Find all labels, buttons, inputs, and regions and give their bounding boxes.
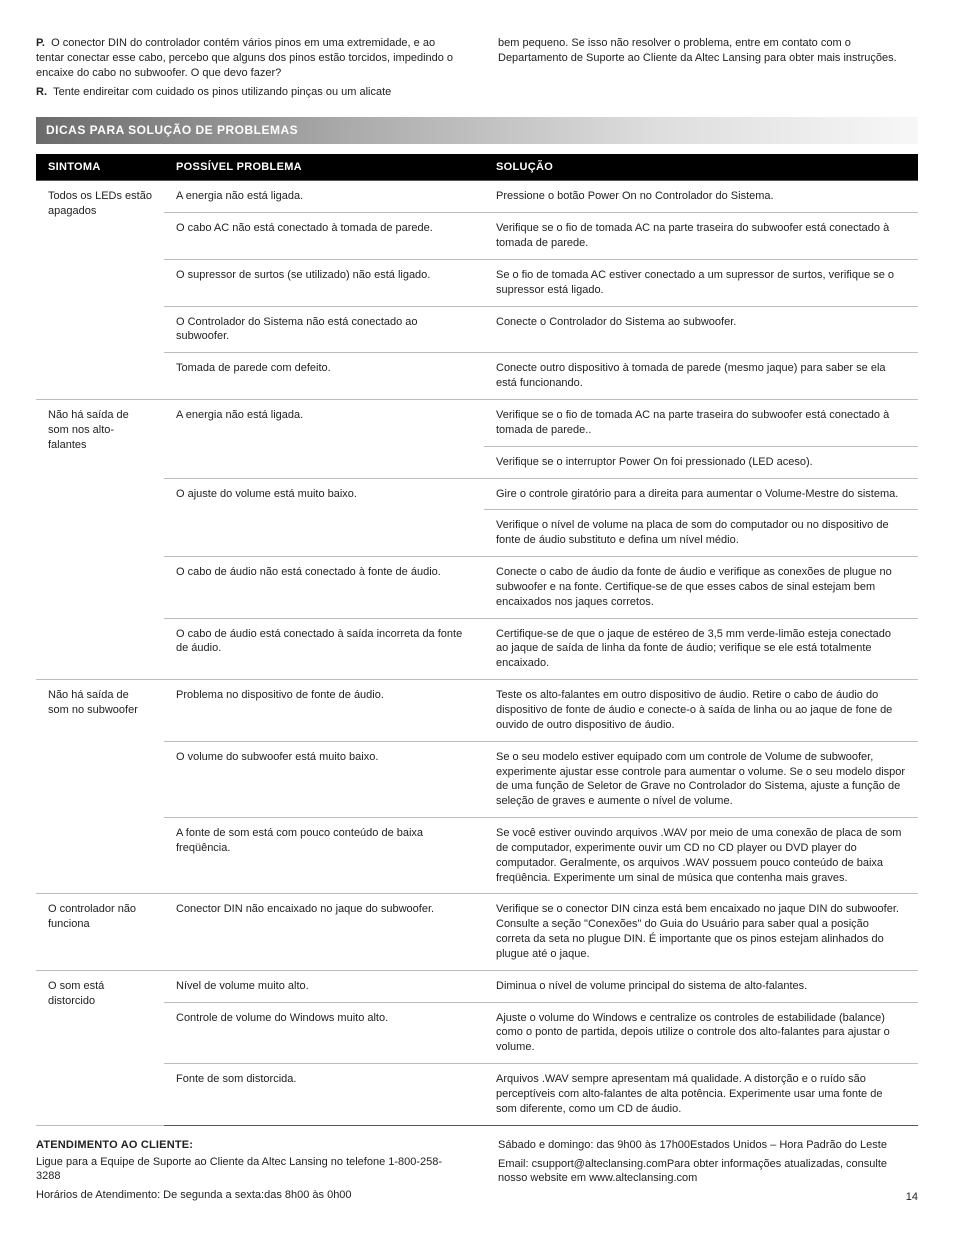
cell-problema: A energia não está ligada. — [164, 181, 484, 213]
table-row: O volume do subwoofer está muito baixo.S… — [36, 741, 918, 817]
table-row: O cabo de áudio não está conectado à fon… — [36, 557, 918, 619]
cell-problema: O cabo de áudio não está conectado à fon… — [164, 557, 484, 619]
footer-right-line2: Email: csupport@alteclansing.comPara obt… — [498, 1157, 918, 1187]
table-row: Não há saída de som no subwooferProblema… — [36, 680, 918, 742]
q-label: P. — [36, 37, 45, 49]
cell-problema: O volume do subwoofer está muito baixo. — [164, 741, 484, 817]
cell-problema: O Controlador do Sistema não está conect… — [164, 306, 484, 353]
cell-problema: O cabo AC não está conectado à tomada de… — [164, 213, 484, 260]
cell-sintoma: Não há saída de som nos alto-falantes — [36, 400, 164, 680]
cell-solucao: Pressione o botão Power On no Controlado… — [484, 181, 918, 213]
cell-problema: Fonte de som distorcida. — [164, 1064, 484, 1126]
table-body: Todos os LEDs estão apagadosA energia nã… — [36, 181, 918, 1125]
cell-solucao: Verifique se o fio de tomada AC na parte… — [484, 400, 918, 447]
cell-solucao: Verifique se o conector DIN cinza está b… — [484, 894, 918, 970]
intro-right: bem pequeno. Se isso não resolver o prob… — [498, 36, 918, 103]
table-row: A fonte de som está com pouco conteúdo d… — [36, 818, 918, 894]
table-row: Fonte de som distorcida.Arquivos .WAV se… — [36, 1064, 918, 1126]
cell-solucao: Se você estiver ouvindo arquivos .WAV po… — [484, 818, 918, 894]
footer-right: Sábado e domingo: das 9h00 às 17h00Estad… — [498, 1138, 918, 1207]
table-row: O Controlador do Sistema não está conect… — [36, 306, 918, 353]
table-row: O ajuste do volume está muito baixo.Gire… — [36, 478, 918, 510]
intro-left: P. O conector DIN do controlador contém … — [36, 36, 456, 103]
cell-solucao: Certifique-se de que o jaque de estéreo … — [484, 618, 918, 680]
cell-problema: Nível de volume muito alto. — [164, 970, 484, 1002]
cell-sintoma: Não há saída de som no subwoofer — [36, 680, 164, 894]
cell-solucao: Conecte o cabo de áudio da fonte de áudi… — [484, 557, 918, 619]
intro-block: P. O conector DIN do controlador contém … — [36, 36, 918, 103]
troubleshoot-table: SINTOMA POSSÍVEL PROBLEMA SOLUÇÃO Todos … — [36, 154, 918, 1126]
th-sintoma: SINTOMA — [36, 154, 164, 181]
table-row: O som está distorcidoNível de volume mui… — [36, 970, 918, 1002]
q-text: O conector DIN do controlador contém vár… — [36, 37, 453, 79]
intro-right-text: bem pequeno. Se isso não resolver o prob… — [498, 36, 918, 66]
footer-title: ATENDIMENTO AO CLIENTE: — [36, 1138, 456, 1153]
footer-right-line1: Sábado e domingo: das 9h00 às 17h00Estad… — [498, 1138, 918, 1153]
qa-answer: R. Tente endireitar com cuidado os pinos… — [36, 85, 456, 100]
page-number: 14 — [498, 1190, 918, 1205]
footer-left-line2: Horários de Atendimento: De segunda a se… — [36, 1188, 456, 1203]
th-solucao: SOLUÇÃO — [484, 154, 918, 181]
table-row: Todos os LEDs estão apagadosA energia nã… — [36, 181, 918, 213]
table-row: Não há saída de som nos alto-falantesA e… — [36, 400, 918, 447]
cell-problema: Controle de volume do Windows muito alto… — [164, 1002, 484, 1064]
cell-solucao: Verifique se o interruptor Power On foi … — [484, 446, 918, 478]
cell-solucao: Verifique se o fio de tomada AC na parte… — [484, 213, 918, 260]
cell-problema: Conector DIN não encaixado no jaque do s… — [164, 894, 484, 970]
cell-problema: O cabo de áudio está conectado à saída i… — [164, 618, 484, 680]
cell-solucao: Gire o controle giratório para a direita… — [484, 478, 918, 510]
cell-problema: Problema no dispositivo de fonte de áudi… — [164, 680, 484, 742]
cell-problema: O supressor de surtos (se utilizado) não… — [164, 259, 484, 306]
footer-left-line1: Ligue para a Equipe de Suporte ao Client… — [36, 1155, 456, 1185]
cell-problema: O ajuste do volume está muito baixo. — [164, 478, 484, 557]
cell-problema: A energia não está ligada. — [164, 400, 484, 479]
cell-solucao: Se o fio de tomada AC estiver conectado … — [484, 259, 918, 306]
cell-solucao: Conecte o Controlador do Sistema ao subw… — [484, 306, 918, 353]
section-title: DICAS PARA SOLUÇÃO DE PROBLEMAS — [36, 117, 918, 143]
th-problema: POSSÍVEL PROBLEMA — [164, 154, 484, 181]
cell-sintoma: Todos os LEDs estão apagados — [36, 181, 164, 400]
table-row: O supressor de surtos (se utilizado) não… — [36, 259, 918, 306]
cell-solucao: Teste os alto-falantes em outro disposit… — [484, 680, 918, 742]
cell-problema: A fonte de som está com pouco conteúdo d… — [164, 818, 484, 894]
table-row: Controle de volume do Windows muito alto… — [36, 1002, 918, 1064]
cell-solucao: Verifique o nível de volume na placa de … — [484, 510, 918, 557]
cell-solucao: Se o seu modelo estiver equipado com um … — [484, 741, 918, 817]
cell-sintoma: O som está distorcido — [36, 970, 164, 1125]
footer-left: ATENDIMENTO AO CLIENTE: Ligue para a Equ… — [36, 1138, 456, 1207]
cell-solucao: Conecte outro dispositivo à tomada de pa… — [484, 353, 918, 400]
table-row: O cabo AC não está conectado à tomada de… — [36, 213, 918, 260]
qa-question: P. O conector DIN do controlador contém … — [36, 36, 456, 81]
r-label: R. — [36, 86, 47, 98]
table-row: O cabo de áudio está conectado à saída i… — [36, 618, 918, 680]
cell-solucao: Ajuste o volume do Windows e centralize … — [484, 1002, 918, 1064]
table-row: O controlador não funcionaConector DIN n… — [36, 894, 918, 970]
cell-sintoma: O controlador não funciona — [36, 894, 164, 970]
footer-block: ATENDIMENTO AO CLIENTE: Ligue para a Equ… — [36, 1138, 918, 1207]
table-row: Tomada de parede com defeito.Conecte out… — [36, 353, 918, 400]
cell-solucao: Diminua o nível de volume principal do s… — [484, 970, 918, 1002]
cell-solucao: Arquivos .WAV sempre apresentam má quali… — [484, 1064, 918, 1126]
r-text: Tente endireitar com cuidado os pinos ut… — [53, 86, 391, 98]
cell-problema: Tomada de parede com defeito. — [164, 353, 484, 400]
